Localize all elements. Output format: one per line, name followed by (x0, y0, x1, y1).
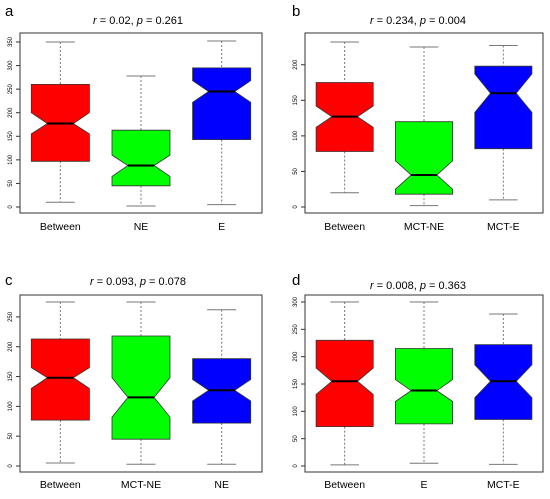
category-label: MCT-E (487, 479, 520, 491)
r-label: r (370, 280, 375, 292)
box-body (192, 67, 252, 141)
r-value: 0.234 (386, 15, 414, 27)
y-tick-label: 350 (8, 36, 14, 47)
box-ne (192, 309, 252, 465)
p-value: 0.363 (439, 280, 467, 292)
y-tick-label: 0 (8, 205, 14, 209)
y-tick-label: 100 (293, 130, 299, 141)
category-label: Between (40, 479, 81, 491)
panel-c: c r = 0.093, p = 0.078 0 50 100 150 200 250 Betw… (5, 272, 263, 491)
category-label: MCT-E (487, 221, 520, 233)
y-tick-label: 100 (8, 154, 14, 165)
y-tick-label: 200 (8, 107, 14, 118)
y-tick-label: 200 (293, 59, 299, 70)
y-tick-label: 0 (293, 464, 299, 468)
category-label: Between (40, 221, 81, 233)
box-between (30, 301, 90, 464)
r-value: 0.008 (386, 280, 414, 292)
p-label: p (139, 276, 146, 288)
y-tick-label: 150 (293, 95, 299, 106)
box-body (394, 348, 454, 425)
box-body (394, 121, 454, 195)
panel-title: r = 0.234, p = 0.004 (370, 15, 466, 27)
box-between (315, 301, 374, 466)
p-label: p (419, 15, 426, 27)
box-mct-e (474, 45, 533, 201)
y-tick-label: 50 (293, 435, 299, 442)
category-label: MCT-NE (404, 221, 444, 233)
r-value: 0.093 (106, 276, 134, 288)
category-label: E (420, 479, 427, 491)
box-e (394, 301, 454, 464)
y-tick-label: 100 (293, 406, 299, 417)
y-tick-label: 0 (8, 464, 14, 468)
panel-title: r = 0.093, p = 0.078 (90, 276, 186, 288)
panel-letter: a (5, 3, 14, 20)
p-label: p (136, 15, 143, 27)
category-label: Between (324, 479, 365, 491)
r-label: r (93, 15, 98, 27)
panel-letter: d (292, 272, 300, 289)
box-body (30, 338, 90, 421)
category-label: NE (214, 479, 229, 491)
r-label: r (90, 276, 95, 288)
category-label: E (218, 221, 225, 233)
p-value: 0.261 (155, 15, 183, 27)
y-tick-label: 250 (8, 83, 14, 94)
y-tick-label: 50 (8, 432, 14, 439)
box-between (30, 41, 90, 203)
box-ne (111, 75, 171, 207)
y-tick-label: 150 (8, 131, 14, 142)
y-tick-label: 150 (293, 378, 299, 389)
y-tick-label: 50 (293, 167, 299, 174)
p-value: 0.078 (159, 276, 187, 288)
panel-d: d r = 0.008, p = 0.363 0 50 100 150 200 250 300 B… (292, 272, 544, 491)
box-body (474, 65, 533, 150)
panel-title: r = 0.008, p = 0.363 (370, 280, 466, 292)
y-tick-label: 100 (8, 401, 14, 412)
category-label: NE (134, 221, 149, 233)
panel-a: a r = 0.02, p = 0.261 0 50 100 150 200 250 300 35… (5, 3, 263, 233)
box-body (111, 335, 171, 440)
y-tick-label: 0 (293, 205, 299, 209)
box-body (315, 339, 374, 428)
p-label: p (419, 280, 426, 292)
box-body (111, 129, 171, 187)
y-tick-label: 250 (293, 324, 299, 335)
p-value: 0.004 (439, 15, 467, 27)
plot-frame (19, 32, 263, 214)
panel-title: r = 0.02, p = 0.261 (93, 15, 183, 27)
y-tick-label: 300 (293, 296, 299, 307)
r-value: 0.02 (109, 15, 130, 27)
y-tick-label: 200 (293, 351, 299, 362)
panel-letter: c (5, 272, 13, 289)
panel-letter: b (292, 3, 300, 20)
y-tick-label: 250 (8, 311, 14, 322)
y-tick-label: 150 (8, 371, 14, 382)
category-label: MCT-NE (121, 479, 161, 491)
y-tick-label: 200 (8, 341, 14, 352)
box-e (192, 40, 252, 206)
panel-b: b r = 0.234, p = 0.004 0 50 100 150 200 Between… (292, 3, 544, 233)
r-label: r (370, 15, 375, 27)
box-between (315, 41, 374, 194)
box-mct-ne (394, 46, 454, 207)
plot-frame (19, 294, 263, 473)
plot-frame (304, 32, 544, 214)
box-mct-ne (111, 301, 171, 465)
category-label: Between (324, 221, 365, 233)
box-mct-e (474, 313, 533, 465)
y-tick-label: 300 (8, 60, 14, 71)
y-tick-label: 50 (8, 179, 14, 186)
